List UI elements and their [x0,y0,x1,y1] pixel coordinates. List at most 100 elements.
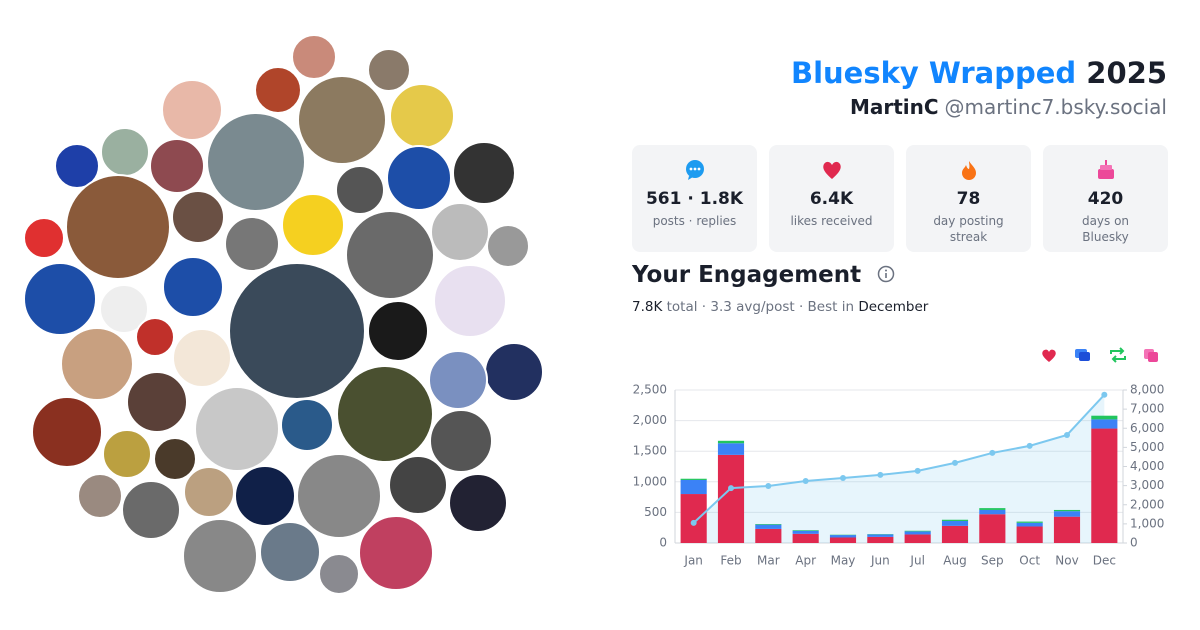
avatar[interactable] [54,143,100,189]
avatar[interactable] [296,453,382,539]
avatar[interactable] [102,429,152,479]
y2-tick-label: 8,000 [1130,383,1164,397]
y2-tick-label: 4,000 [1130,459,1164,473]
avatar[interactable] [194,386,280,472]
avatar[interactable] [172,328,232,388]
avatar[interactable] [433,264,507,338]
line-point [1101,391,1108,398]
avatar[interactable] [23,217,65,259]
icon [822,161,841,179]
bar-segment [1091,428,1118,543]
avatar[interactable] [183,466,235,518]
avatar[interactable] [99,284,149,334]
line-point [1064,431,1070,438]
legend-likes [1042,349,1056,362]
avatar[interactable] [336,365,434,463]
stat-label: likes received [790,214,873,228]
bar-segment [1053,511,1081,517]
bar-segment [1053,516,1081,543]
y-tick-label: 2,000 [633,413,667,427]
x-tick-label: Apr [795,554,816,568]
x-tick-label: Sep [981,554,1004,568]
avatar[interactable] [452,141,516,205]
bar-segment [717,454,745,543]
avatar[interactable] [224,216,280,272]
avatar[interactable] [149,138,205,194]
avatar[interactable] [318,553,360,595]
bar-segment [792,530,819,531]
stat-label: day posting streak [933,214,1004,244]
avatar[interactable] [153,437,197,481]
avatar[interactable] [162,256,224,318]
x-tick-label: Feb [720,554,741,568]
avatar[interactable] [297,75,387,165]
avatar[interactable] [335,165,385,215]
avatar[interactable] [389,83,455,149]
line-point [914,467,921,474]
avatar[interactable] [126,371,188,433]
avatar[interactable] [182,518,258,594]
avatar[interactable] [234,465,296,527]
y2-tick-label: 7,000 [1130,402,1164,416]
avatar[interactable] [254,66,302,114]
avatar[interactable] [486,224,530,268]
avatar[interactable] [121,480,181,540]
stat-card: 6.4K likes received [769,145,894,252]
bar-segment [1016,522,1043,527]
bar-segment [941,519,969,521]
avatar[interactable] [206,112,306,212]
avatar[interactable] [281,193,345,257]
avatar[interactable] [100,127,150,177]
bar-segment [717,440,745,444]
avatar[interactable] [135,317,175,357]
avatar[interactable] [386,145,452,211]
avatar[interactable] [345,210,435,300]
avatar[interactable] [429,409,493,473]
legend-reposts [1110,347,1126,363]
avatar[interactable] [367,300,429,362]
user: MartinC @martinc7.bsky.social [850,95,1167,119]
avatar[interactable] [367,48,411,92]
avatar[interactable] [430,202,490,262]
x-tick-label: Dec [1093,554,1116,568]
y2-tick-label: 1,000 [1130,516,1164,530]
bar-segment [867,536,894,543]
y-tick-label: 1,000 [633,474,667,488]
avatar[interactable] [23,262,97,336]
avatar[interactable] [228,262,366,400]
bar-segment [792,530,819,534]
avatar[interactable] [448,473,508,533]
legend-replies [1075,349,1090,361]
avatar[interactable] [77,473,123,519]
avatar[interactable] [171,190,225,244]
avatar[interactable] [161,79,223,141]
bar-segment [792,533,819,543]
avatar[interactable] [388,455,448,515]
avatar[interactable] [358,515,434,591]
line-point [765,483,772,490]
bar-segment [1016,521,1043,523]
stat-card: 78 day posting streak [906,145,1031,252]
bar-segment [904,531,931,535]
avatar[interactable] [291,34,337,80]
avatar[interactable] [484,342,544,402]
avatar[interactable] [280,398,334,452]
user-handle: @martinc7.bsky.social [944,95,1167,119]
line-point [690,519,697,526]
line-point [802,478,809,485]
avatar[interactable] [259,521,321,583]
avatar[interactable] [31,396,103,468]
bar-segment [829,535,857,538]
stat-value: 561 · 1.8K [645,189,744,209]
bar-segment [755,528,782,543]
x-tick-label: Jul [909,554,924,568]
line-point [1026,442,1033,449]
bar-segment [979,509,1006,515]
avatar[interactable] [60,327,134,401]
x-tick-label: Nov [1055,554,1078,568]
info-icon[interactable] [877,264,897,284]
avatar[interactable] [428,350,488,410]
stat-label: days on Bluesky [1081,214,1130,244]
avatar[interactable] [65,174,171,280]
